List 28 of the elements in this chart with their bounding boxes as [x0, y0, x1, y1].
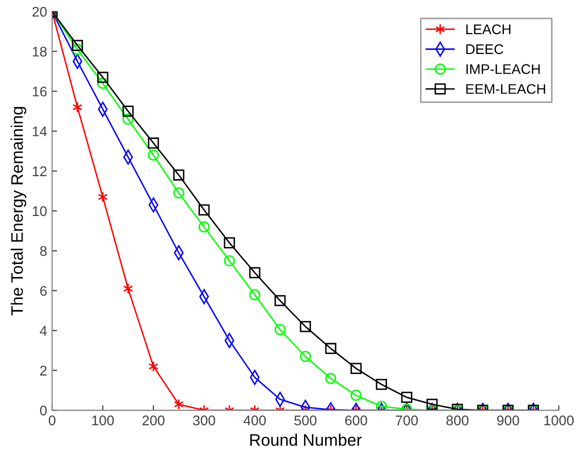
y-tick-label: 8	[40, 246, 47, 256]
x-tick-label: 100	[92, 416, 114, 426]
y-tick-label: 18	[32, 46, 47, 57]
y-tick-label: 16	[32, 86, 47, 96]
x-tick-label: 500	[294, 416, 316, 426]
y-tick-label: 6	[40, 286, 47, 296]
x-tick-label: 0	[48, 416, 56, 426]
x-tick-label: 700	[396, 416, 418, 426]
legend-label: DEEC	[466, 44, 504, 54]
y-tick-label: 10	[32, 206, 47, 216]
y-tick-label: 2	[40, 366, 47, 376]
y-axis-title: The Total Energy Remaining	[10, 106, 26, 316]
legend-label: IMP-LEACH	[466, 64, 540, 74]
y-tick-label: 4	[40, 326, 47, 336]
x-tick-label: 300	[193, 416, 216, 426]
x-tick-label: 900	[497, 416, 520, 426]
y-tick-label: 14	[32, 126, 47, 136]
x-tick-label: 200	[142, 416, 164, 426]
legend-label: LEACH	[466, 24, 510, 34]
x-tick-label: 600	[345, 416, 368, 426]
x-tick-label: 800	[446, 416, 468, 426]
x-tick-label: 1000	[544, 416, 574, 426]
y-tick-label: 12	[32, 166, 47, 176]
x-tick-label: 400	[243, 416, 266, 426]
x-axis-title: Round Number	[250, 434, 362, 446]
legend-label: EEM-LEACH	[466, 84, 546, 94]
y-tick-label: 0	[40, 406, 47, 416]
y-tick-label: 20	[32, 6, 47, 17]
